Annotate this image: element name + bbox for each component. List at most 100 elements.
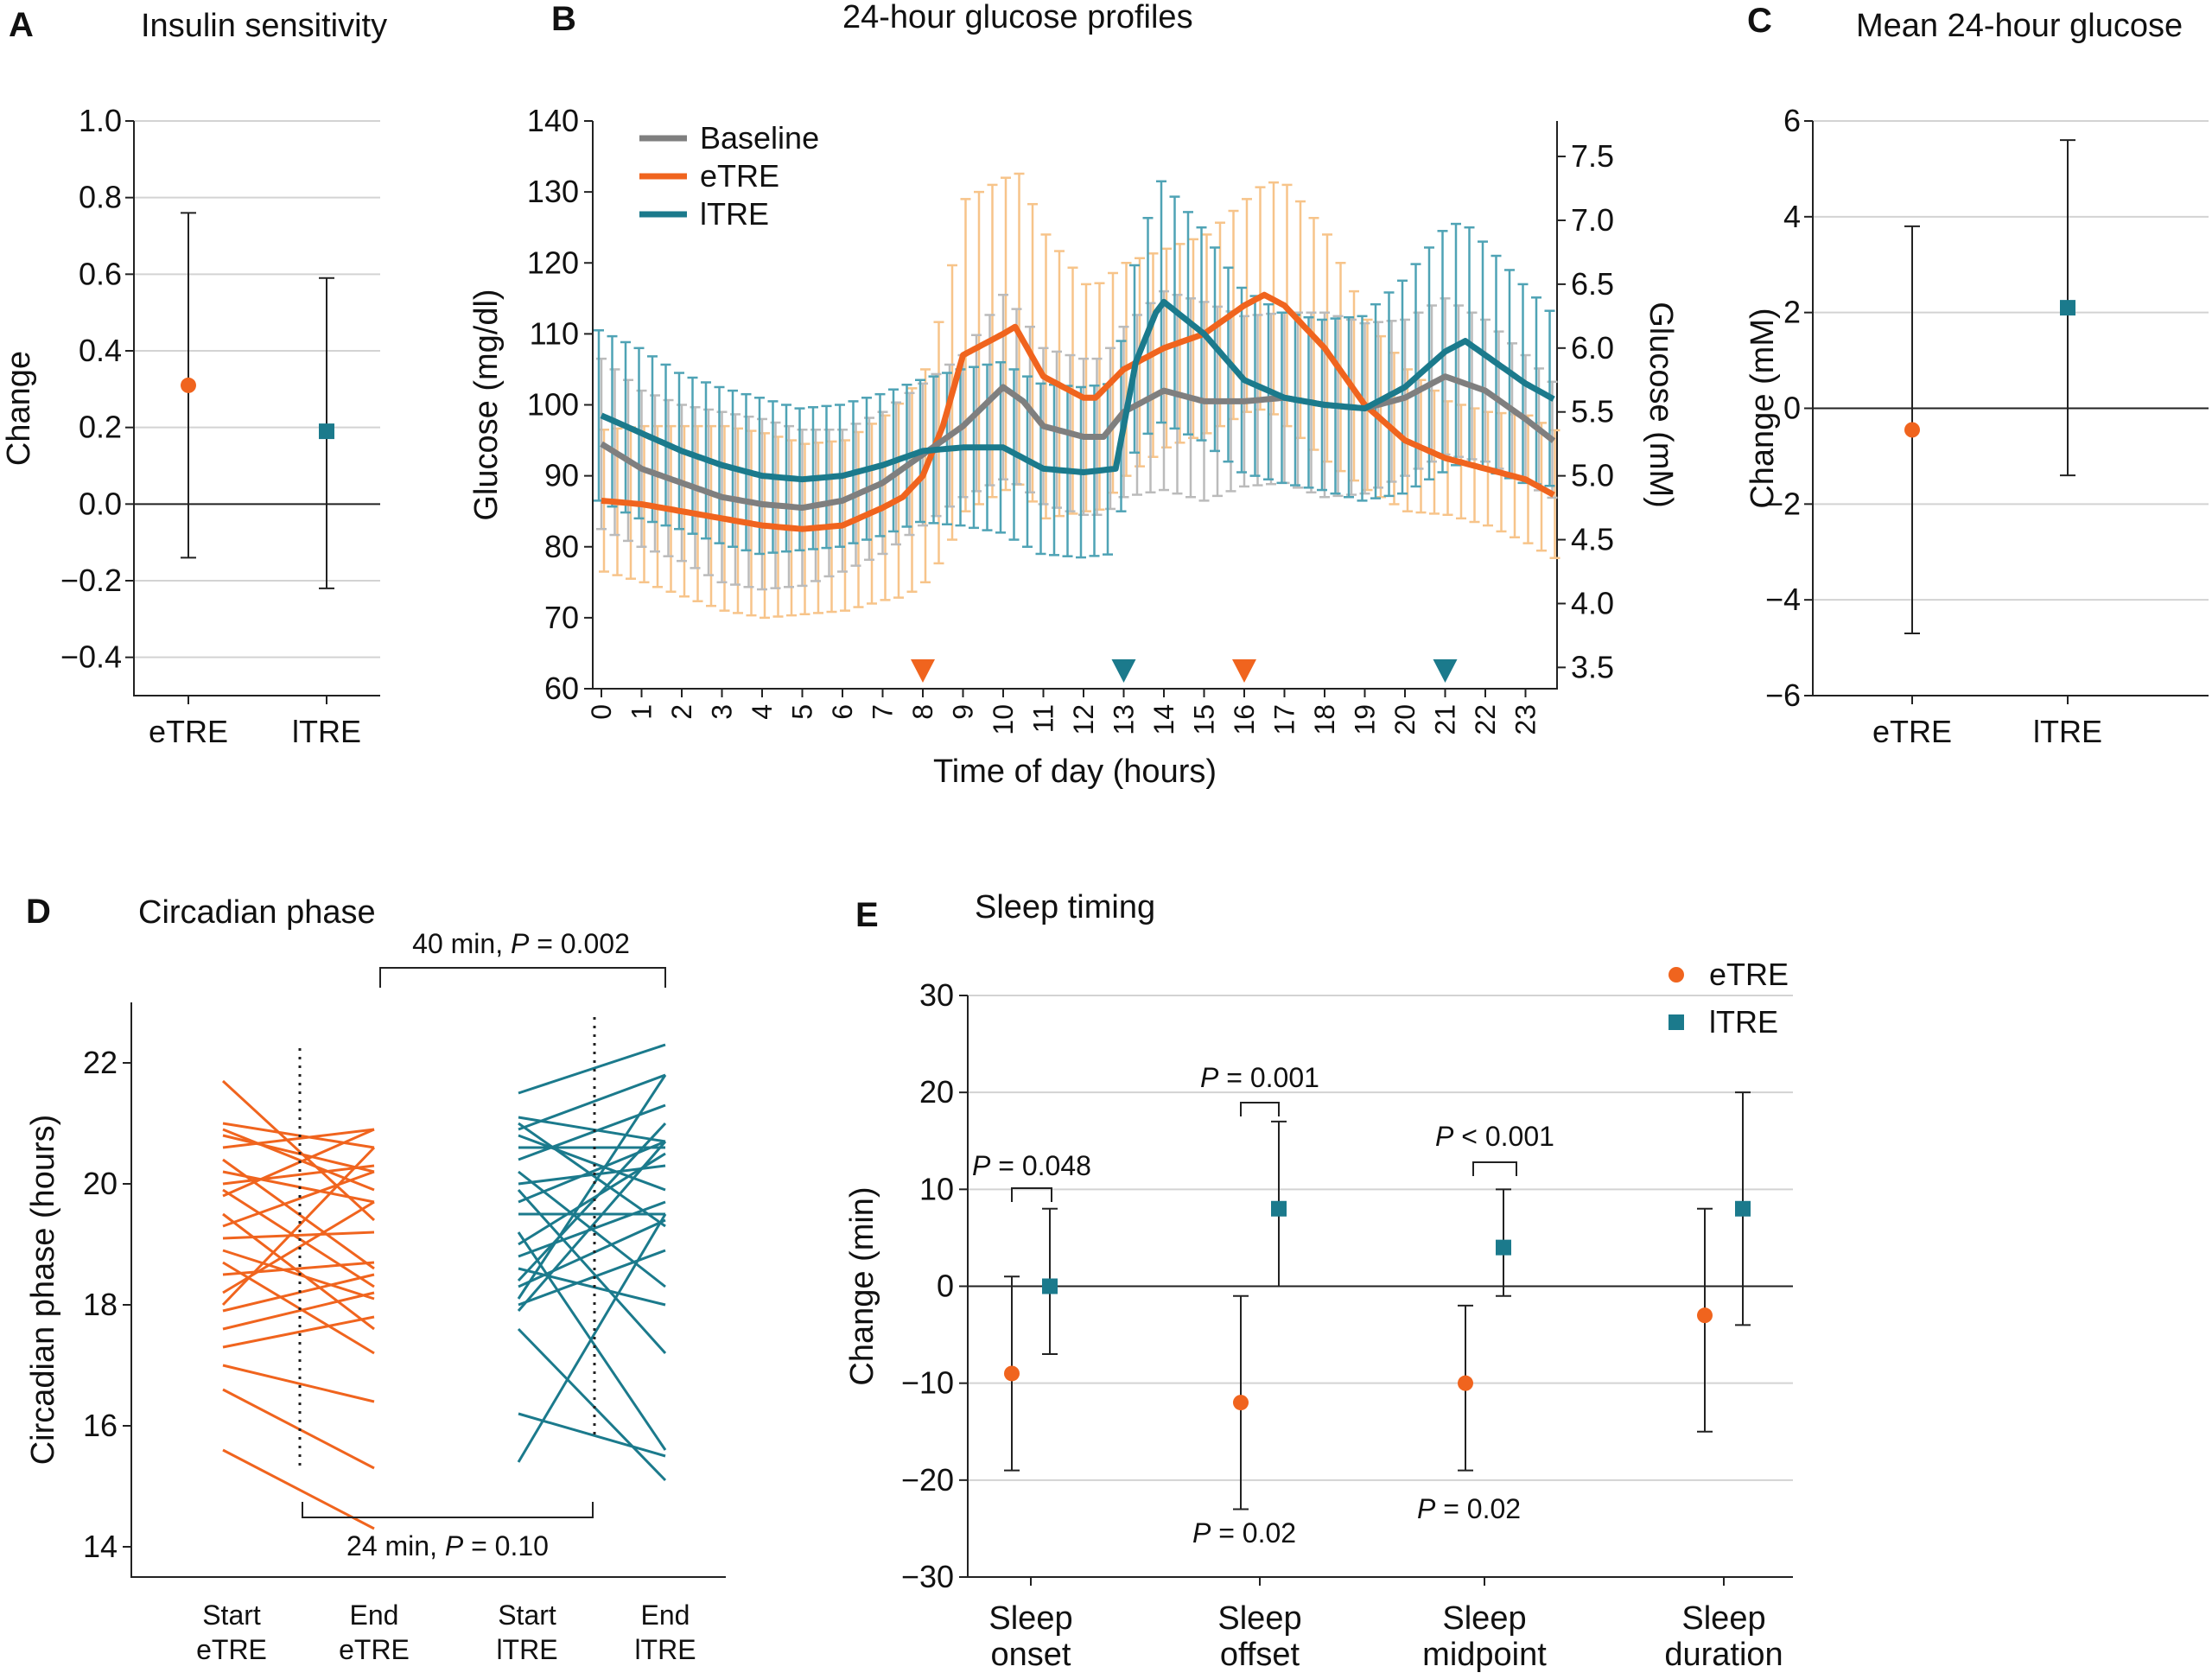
E-bracket [1011,1187,1052,1202]
B-xtick-label: 5 [787,704,818,720]
panel-a-plot: −0.4 −0.2 0.0 0.2 0.4 0.6 0.8 1.0 eTRE lTRE Change [1,103,380,749]
D-ltre-subject-line [518,1134,666,1192]
B-xtick-label: 6 [827,704,858,720]
E-xtick-label: duration [1664,1637,1783,1673]
C-ytick-label: 0 [1783,391,1801,426]
C-point-lTRE [2060,300,2075,316]
D-etre-subject-line [222,1170,375,1228]
E-p-annotation-value: = 0.02 [1211,1517,1296,1549]
D-bottom-bracket-label-prefix: 24 min, [346,1530,445,1561]
panel-e: E Sleep timing −30 −20 −10 0 10 20 30 Change (m… [844,889,1793,1673]
E-xtick-label: Sleep [1442,1600,1526,1637]
D-ltre-subject-line [517,1122,667,1282]
B-xtick-label: 18 [1309,704,1340,735]
D-axes [130,1002,726,1578]
A-ytick-label: −0.2 [60,563,122,598]
D-top-bracket-label-p: P [511,928,530,959]
E-xtick-label: Sleep [1681,1600,1765,1637]
B-ytick-label: 60 [544,671,579,706]
A-xtick-label: lTRE [292,714,361,749]
B-y2tick-label: 7.0 [1571,202,1614,238]
D-ltre-subject-line [517,1074,667,1300]
B-ytick-label: 120 [527,245,579,280]
A-point-lTRE [319,423,334,440]
D-bottom-bracket-label-value: = 0.10 [463,1530,549,1561]
E-legend-label-lTRE: lTRE [1709,1004,1778,1040]
E-point-eTRE [1458,1375,1473,1391]
D-ltre-subject-line [517,1231,667,1451]
B-ytick-label: 90 [544,458,579,493]
D-etre-subject-line [222,1212,375,1331]
B-xtick-label: 17 [1269,704,1300,735]
D-ltre-subject-line [518,1218,666,1288]
D-etre-subject-line [222,1128,375,1149]
B-y2tick-label: 5.0 [1571,458,1614,493]
A-ytick-label: 0.6 [79,256,122,291]
E-p-annotation-p: P [1192,1517,1211,1549]
E-legend-label-eTRE: eTRE [1709,957,1789,992]
panel-c: C Mean 24-hour glucose −6 −4 −2 0 2 4 6 eTRE lTR… [1745,2,2209,749]
D-top-bracket-label-prefix: 40 min, [412,928,511,959]
B-y2label: Glucose (mM) [1643,302,1679,508]
D-etre-subject-line [222,1448,375,1530]
B-meal-marker-lTRE [1111,659,1136,683]
B-line-ltre [600,298,1555,483]
D-ltre-subject-line [518,1200,666,1258]
E-ylabel: Change (min) [844,1186,880,1385]
C-xtick-label: eTRE [1872,714,1952,749]
B-xtick-label: 23 [1510,704,1541,735]
D-xtick-label: Start [202,1600,261,1631]
D-etre-subject-line [222,1315,375,1349]
B-xtick-label: 15 [1189,704,1220,735]
B-xtick-label: 16 [1229,704,1260,735]
B-meal-marker-eTRE [911,659,935,683]
E-ytick-label: 20 [919,1074,954,1110]
E-axes [967,995,1793,1578]
E-xtick-label: offset [1220,1637,1300,1673]
B-ytick-label: 80 [544,529,579,564]
panel-d: D Circadian phase 14 16 18 20 22 Circadian ph… [25,893,726,1665]
E-point-lTRE [1271,1200,1287,1217]
B-xtick-label: 12 [1068,704,1099,735]
C-ytick-label: −6 [1765,677,1801,713]
panel-b: B 24-hour glucose profiles 6070809010011… [468,0,1679,790]
panel-e-title: Sleep timing [975,889,1155,925]
E-point-lTRE [1735,1200,1751,1217]
D-xtick-label: eTRE [339,1634,410,1665]
A-ytick-label: 1.0 [79,103,122,138]
B-ytick-label: 110 [530,315,579,351]
panel-b-label: B [551,0,576,38]
C-point-eTRE [1904,422,1920,438]
B-ytick-label: 70 [544,600,579,635]
B-line-baseline [600,373,1556,512]
D-ltre-subject-line [518,1073,666,1131]
B-line-etre [601,291,1555,532]
B-xtick-label: 10 [988,704,1019,735]
A-ytick-label: 0.4 [79,333,122,368]
C-xtick-label: lTRE [2033,714,2102,749]
B-xtick-label: 0 [586,704,617,720]
D-ylabel: Circadian phase (hours) [25,1115,61,1466]
B-y2tick-label: 7.5 [1571,138,1614,174]
E-p-annotation-p: P [1417,1493,1436,1524]
D-bottom-bracket-label-p: P [445,1530,464,1561]
E-xtick-label: Sleep [1217,1600,1301,1637]
D-xtick-label: lTRE [634,1634,696,1665]
E-p-annotation: P = 0.02 [1417,1493,1521,1524]
D-ytick-label: 14 [83,1529,118,1564]
panel-b-title: 24-hour glucose profiles [842,0,1193,35]
B-xtick-label: 14 [1148,704,1179,735]
E-p-annotation: P < 0.001 [1435,1121,1554,1152]
E-p-annotation: P = 0.02 [1192,1517,1296,1549]
D-xtick-label: End [641,1600,690,1631]
A-ytick-label: 0.8 [79,180,122,215]
panel-c-plot: −6 −4 −2 0 2 4 6 eTRE lTRE Change (mM) [1745,103,2209,749]
D-ytick-label: 20 [83,1166,118,1201]
D-ltre-subject-line [517,1327,667,1482]
E-xtick-label: onset [991,1637,1071,1673]
B-y2tick-label: 3.5 [1571,649,1614,684]
panel-a-label: A [9,6,34,44]
B-xtick-label: 1 [626,704,658,720]
E-p-annotation-value: = 0.02 [1435,1493,1521,1524]
